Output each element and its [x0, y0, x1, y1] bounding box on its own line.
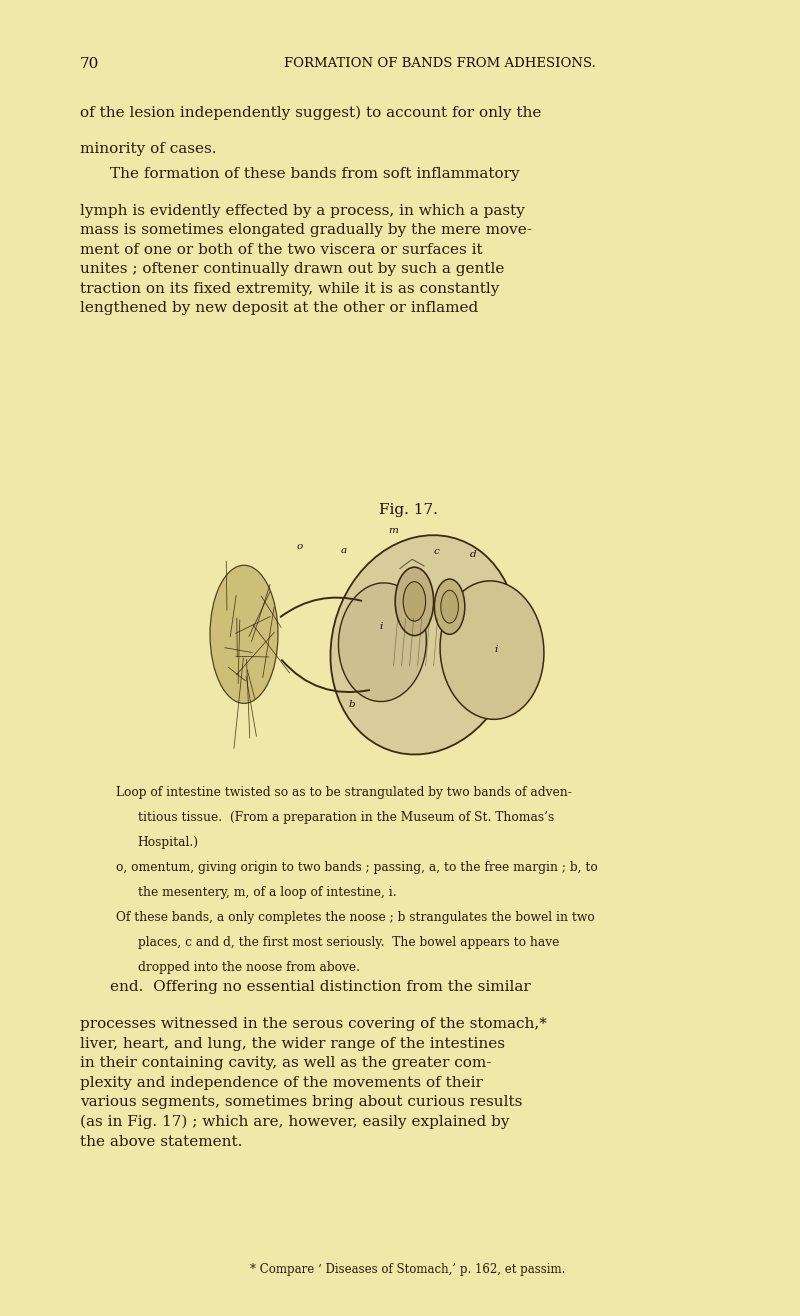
Ellipse shape [338, 583, 426, 701]
Ellipse shape [434, 579, 465, 634]
Text: m: m [389, 526, 398, 536]
Text: titious tissue.  (From a preparation in the Museum of St. Thomas’s: titious tissue. (From a preparation in t… [138, 811, 554, 824]
Text: i: i [379, 622, 382, 632]
Text: FORMATION OF BANDS FROM ADHESIONS.: FORMATION OF BANDS FROM ADHESIONS. [284, 57, 596, 70]
Text: o, omentum, giving origin to two bands ; passing, a, to the free margin ; b, to: o, omentum, giving origin to two bands ;… [116, 861, 598, 874]
Ellipse shape [441, 590, 458, 624]
Text: Hospital.): Hospital.) [138, 836, 198, 849]
Text: processes witnessed in the serous covering of the stomach,*
liver, heart, and lu: processes witnessed in the serous coveri… [80, 1017, 547, 1149]
Ellipse shape [440, 580, 544, 720]
Text: * Compare ‘ Diseases of Stomach,’ p. 162, et passim.: * Compare ‘ Diseases of Stomach,’ p. 162… [250, 1263, 566, 1277]
Text: 70: 70 [80, 57, 99, 71]
Text: lymph is evidently effected by a process, in which a pasty
mass is sometimes elo: lymph is evidently effected by a process… [80, 204, 532, 316]
Text: d: d [470, 550, 477, 559]
Ellipse shape [210, 566, 278, 703]
Text: a: a [341, 546, 347, 555]
Text: Of these bands, a only completes the noose ; b strangulates the bowel in two: Of these bands, a only completes the noo… [116, 911, 594, 924]
Ellipse shape [403, 582, 426, 621]
Text: The formation of these bands from soft inflammatory: The formation of these bands from soft i… [110, 167, 520, 182]
Text: minority of cases.: minority of cases. [80, 142, 217, 157]
Text: b: b [349, 700, 355, 709]
Ellipse shape [395, 567, 434, 636]
Text: of the lesion independently suggest) to account for only the: of the lesion independently suggest) to … [80, 105, 542, 120]
Text: Loop of intestine twisted so as to be strangulated by two bands of adven-: Loop of intestine twisted so as to be st… [116, 786, 572, 799]
Ellipse shape [330, 536, 518, 754]
Text: Fig. 17.: Fig. 17. [378, 503, 438, 517]
Text: o: o [297, 542, 303, 551]
Text: end.  Offering no essential distinction from the similar: end. Offering no essential distinction f… [110, 980, 531, 995]
Text: places, c and d, the first most seriously.  The bowel appears to have: places, c and d, the first most seriousl… [138, 936, 559, 949]
Text: the mesentery, m, of a loop of intestine, i.: the mesentery, m, of a loop of intestine… [138, 886, 396, 899]
Text: c: c [433, 547, 439, 557]
Text: i: i [494, 645, 498, 654]
Text: dropped into the noose from above.: dropped into the noose from above. [138, 961, 360, 974]
